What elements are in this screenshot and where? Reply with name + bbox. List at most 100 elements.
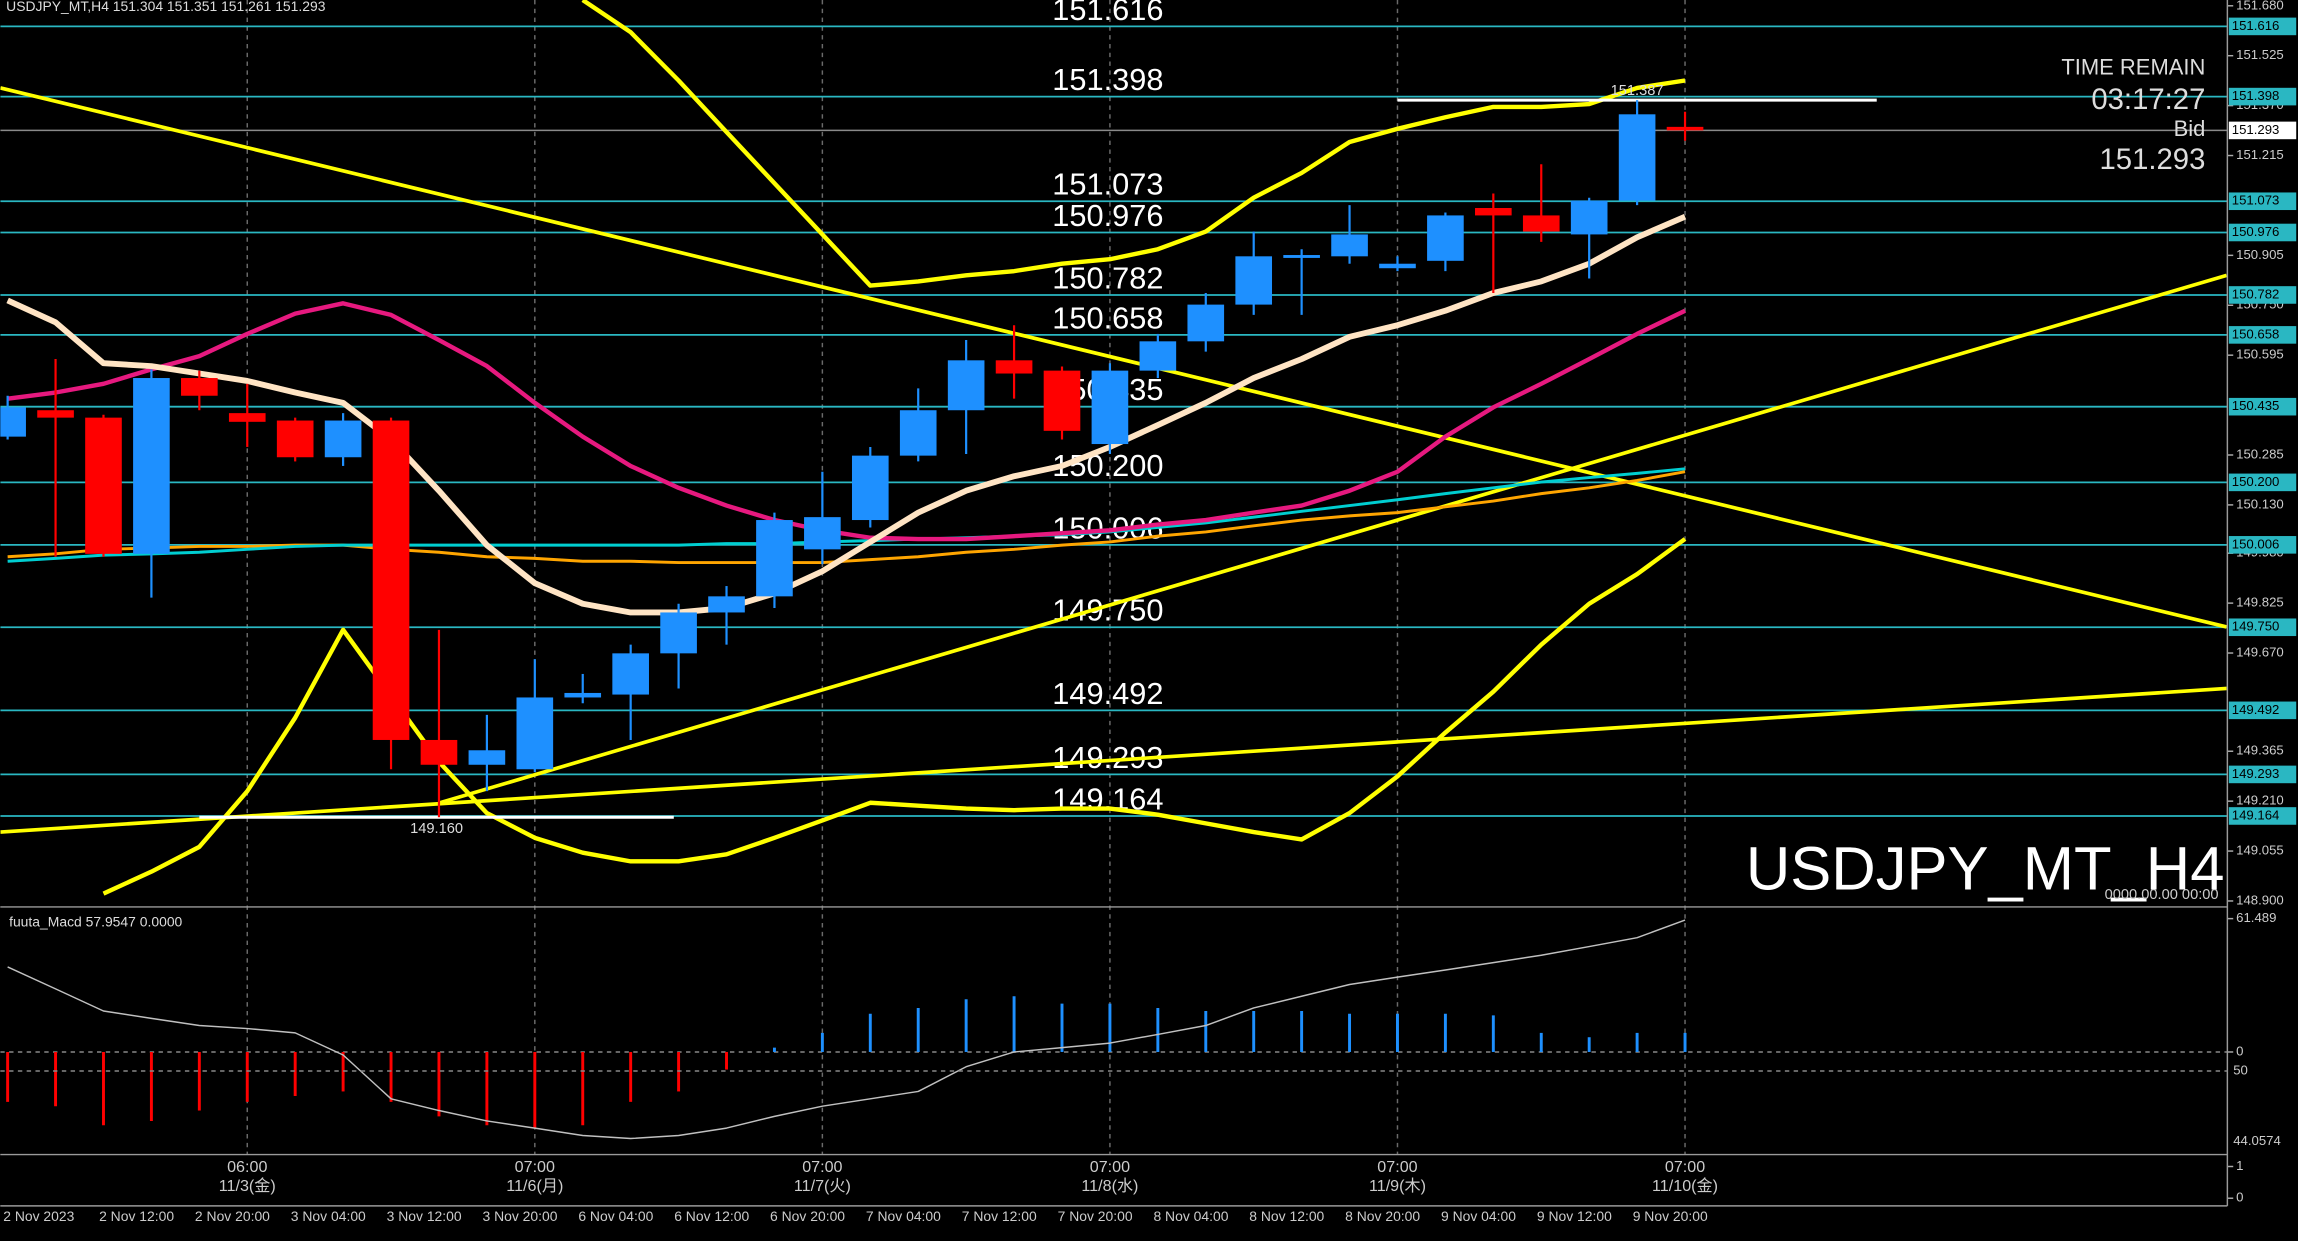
indicator-line [7, 470, 1686, 565]
trendline [439, 273, 2228, 805]
level-price-box [2228, 536, 2297, 554]
y-tick-label: 148.900 [2236, 892, 2284, 907]
level-price-label: 149.293 [2232, 766, 2280, 781]
bid-price-box [2228, 121, 2297, 140]
candle-body [756, 520, 793, 597]
bid-price-label: 151.293 [2232, 122, 2280, 137]
candle-body [1570, 200, 1608, 235]
candle-body [1235, 256, 1273, 305]
candle-body [899, 410, 937, 456]
y-tick-label: 149.055 [2236, 843, 2284, 858]
indicator-line [7, 467, 1686, 563]
jst-date-label: 11/7(火) [794, 1177, 851, 1195]
x-tick-label: 3 Nov 12:00 [387, 1208, 462, 1224]
jst-date-label: 11/6(月) [506, 1177, 563, 1195]
level-price-box [2228, 223, 2297, 242]
extreme-label: 149.160 [410, 821, 463, 837]
candle-body [995, 360, 1033, 374]
bid-label: Bid [2174, 116, 2206, 141]
level-price-label: 150.200 [2232, 474, 2280, 489]
level-label: 151.398 [1052, 62, 1163, 97]
time-remain-label: TIME REMAIN [2061, 55, 2205, 80]
y-tick-label: 150.285 [2236, 446, 2284, 461]
candle-body [1666, 126, 1704, 131]
x-tick-label: 9 Nov 20:00 [1633, 1208, 1708, 1224]
candle-body [708, 596, 745, 613]
candle-body [1283, 255, 1320, 258]
level-price-label: 151.398 [2232, 88, 2280, 103]
indicator-line [102, 537, 1687, 896]
x-tick-label: 3 Nov 20:00 [482, 1208, 557, 1224]
y-tick-label: 149.210 [2236, 793, 2284, 808]
x-tick-label: 3 Nov 04:00 [291, 1208, 366, 1224]
level-label: 150.782 [1052, 260, 1163, 295]
candle-body [516, 697, 554, 770]
y-tick-label: 149.670 [2236, 645, 2284, 660]
level-price-label: 149.750 [2232, 619, 2280, 634]
candle-body [276, 420, 314, 458]
jst-date-label: 11/10(金) [1652, 1177, 1718, 1195]
candle-body [228, 413, 266, 422]
extreme-label: 151.387 [1611, 83, 1664, 99]
candle-body [851, 455, 889, 521]
x-tick-label: 9 Nov 04:00 [1441, 1208, 1516, 1224]
y-tick-label: 0 [2236, 1190, 2243, 1205]
candle-body [1427, 215, 1464, 261]
jst-time-label: 07:00 [1377, 1158, 1417, 1176]
candle-body [324, 420, 362, 458]
y-tick-label: 151.525 [2236, 47, 2284, 62]
candle-body [1331, 234, 1368, 257]
level-label: 151.616 [1052, 0, 1163, 27]
chart-title: USDJPY_MT,H4 151.304 151.351 151.261 151… [6, 0, 326, 14]
bid-value: 151.293 [2099, 143, 2205, 176]
candle-body [804, 517, 841, 550]
trendline [0, 86, 2228, 629]
level-label: 149.750 [1052, 593, 1163, 628]
candle-body [1475, 208, 1512, 216]
level-price-label: 151.616 [2232, 18, 2280, 33]
y-tick-label: 151.215 [2236, 147, 2284, 162]
watermark-date: 0000.00.00 00:00 [2105, 887, 2219, 903]
jst-time-label: 07:00 [1665, 1158, 1705, 1176]
indicator-line [7, 301, 1686, 542]
jst-time-label: 07:00 [802, 1158, 842, 1176]
x-tick-label: 6 Nov 12:00 [674, 1208, 749, 1224]
level-price-box [2228, 807, 2297, 825]
grid [246, 0, 1686, 1155]
level-price-label: 150.658 [2232, 326, 2280, 341]
level-price-box [2228, 286, 2297, 304]
level-label: 151.073 [1052, 167, 1163, 202]
level-price-box [2228, 473, 2297, 492]
candle-body [37, 410, 74, 418]
level-price-label: 149.164 [2232, 807, 2280, 822]
level-price-label: 150.976 [2232, 224, 2280, 239]
macd-axis-note: 50 [2233, 1063, 2248, 1078]
macd-title: fuuta_Macd 57.9547 0.0000 [9, 914, 182, 930]
x-tick-label: 2 Nov 12:00 [99, 1208, 174, 1224]
x-tick-label: 6 Nov 20:00 [770, 1208, 845, 1224]
x-tick-label: 2 Nov 2023 [3, 1208, 74, 1224]
watermark: USDJPY_MT_H4 [1746, 834, 2225, 903]
jst-date-label: 11/3(金) [219, 1177, 276, 1195]
level-price-label: 150.435 [2232, 398, 2280, 413]
level-price-label: 150.782 [2232, 286, 2280, 301]
jst-date-label: 11/9(木) [1369, 1177, 1426, 1195]
level-price-box [2228, 397, 2297, 416]
candle-body [372, 420, 410, 740]
x-tick-label: 8 Nov 12:00 [1249, 1208, 1324, 1224]
y-tick-label: 149.365 [2236, 743, 2284, 758]
y-tick-label: 150.130 [2236, 496, 2284, 511]
y-tick-label: 150.905 [2236, 247, 2284, 262]
jst-date-label: 11/8(水) [1081, 1177, 1138, 1195]
jst-time-label: 07:00 [515, 1158, 555, 1176]
level-price-box [2228, 87, 2297, 106]
candle-body [1187, 304, 1225, 342]
candle-body [1139, 341, 1177, 371]
level-label: 150.658 [1052, 300, 1163, 335]
y-tick-label: 150.595 [2236, 347, 2284, 362]
x-tick-label: 2 Nov 20:00 [195, 1208, 270, 1224]
level-price-label: 150.006 [2232, 536, 2280, 551]
y-tick-label: 0 [2236, 1043, 2243, 1058]
